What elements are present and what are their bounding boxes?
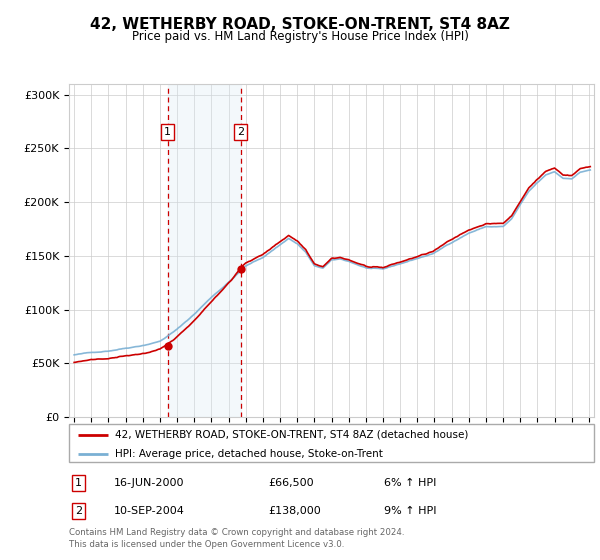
- Text: 42, WETHERBY ROAD, STOKE-ON-TRENT, ST4 8AZ: 42, WETHERBY ROAD, STOKE-ON-TRENT, ST4 8…: [90, 17, 510, 32]
- Text: 16-JUN-2000: 16-JUN-2000: [113, 478, 184, 488]
- Text: 1: 1: [75, 478, 82, 488]
- Text: 6% ↑ HPI: 6% ↑ HPI: [384, 478, 436, 488]
- Text: Contains HM Land Registry data © Crown copyright and database right 2024.: Contains HM Land Registry data © Crown c…: [69, 528, 404, 536]
- Text: 42, WETHERBY ROAD, STOKE-ON-TRENT, ST4 8AZ (detached house): 42, WETHERBY ROAD, STOKE-ON-TRENT, ST4 8…: [115, 430, 469, 440]
- Text: This data is licensed under the Open Government Licence v3.0.: This data is licensed under the Open Gov…: [69, 540, 344, 549]
- Text: £66,500: £66,500: [269, 478, 314, 488]
- Text: Price paid vs. HM Land Registry's House Price Index (HPI): Price paid vs. HM Land Registry's House …: [131, 30, 469, 43]
- FancyBboxPatch shape: [69, 424, 594, 462]
- Text: HPI: Average price, detached house, Stoke-on-Trent: HPI: Average price, detached house, Stok…: [115, 449, 383, 459]
- Text: 10-SEP-2004: 10-SEP-2004: [113, 506, 185, 516]
- Text: £138,000: £138,000: [269, 506, 321, 516]
- Bar: [168, 84, 241, 417]
- Text: 1: 1: [164, 127, 172, 137]
- Text: 2: 2: [237, 127, 244, 137]
- Text: 2: 2: [75, 506, 82, 516]
- Text: 9% ↑ HPI: 9% ↑ HPI: [384, 506, 437, 516]
